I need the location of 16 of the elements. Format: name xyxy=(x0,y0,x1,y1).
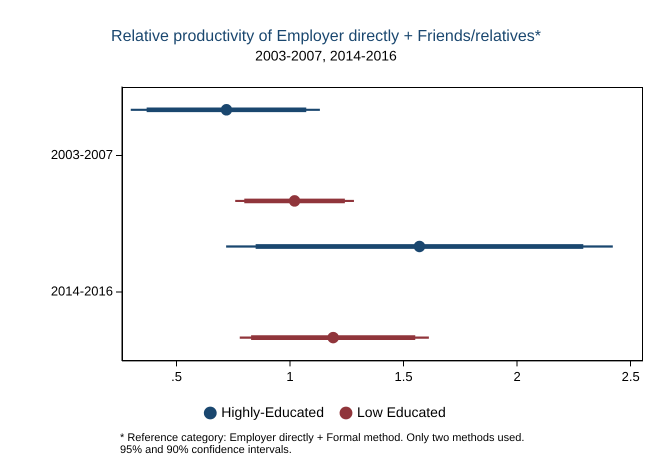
text: * Reference category: Employer directly + Formal method. Only two methods used. 95% and 90% confidence intervals. xyxy=(120,432,524,456)
x-tick-label: 1 xyxy=(286,368,294,384)
y-tick-label: 2003-2007 xyxy=(50,146,113,162)
chart-title: Relative productivity of Employer directly + Friends/relatives* xyxy=(111,28,541,46)
legend-label: Low Educated xyxy=(356,404,446,420)
chart-subtitle: 2003-2007, 2014-2016 xyxy=(255,47,398,64)
point xyxy=(327,332,339,344)
point xyxy=(414,240,426,252)
point xyxy=(288,195,300,207)
x-tick-label: .5 xyxy=(171,368,182,384)
x-tick-label: 2.5 xyxy=(622,368,640,384)
point xyxy=(220,104,232,116)
legend-label: Highly-Educated xyxy=(221,404,324,420)
x-tick-label: 2 xyxy=(513,368,521,384)
y-tick-label: 2014-2016 xyxy=(50,284,113,299)
x-tick-label: 1.5 xyxy=(394,368,413,384)
